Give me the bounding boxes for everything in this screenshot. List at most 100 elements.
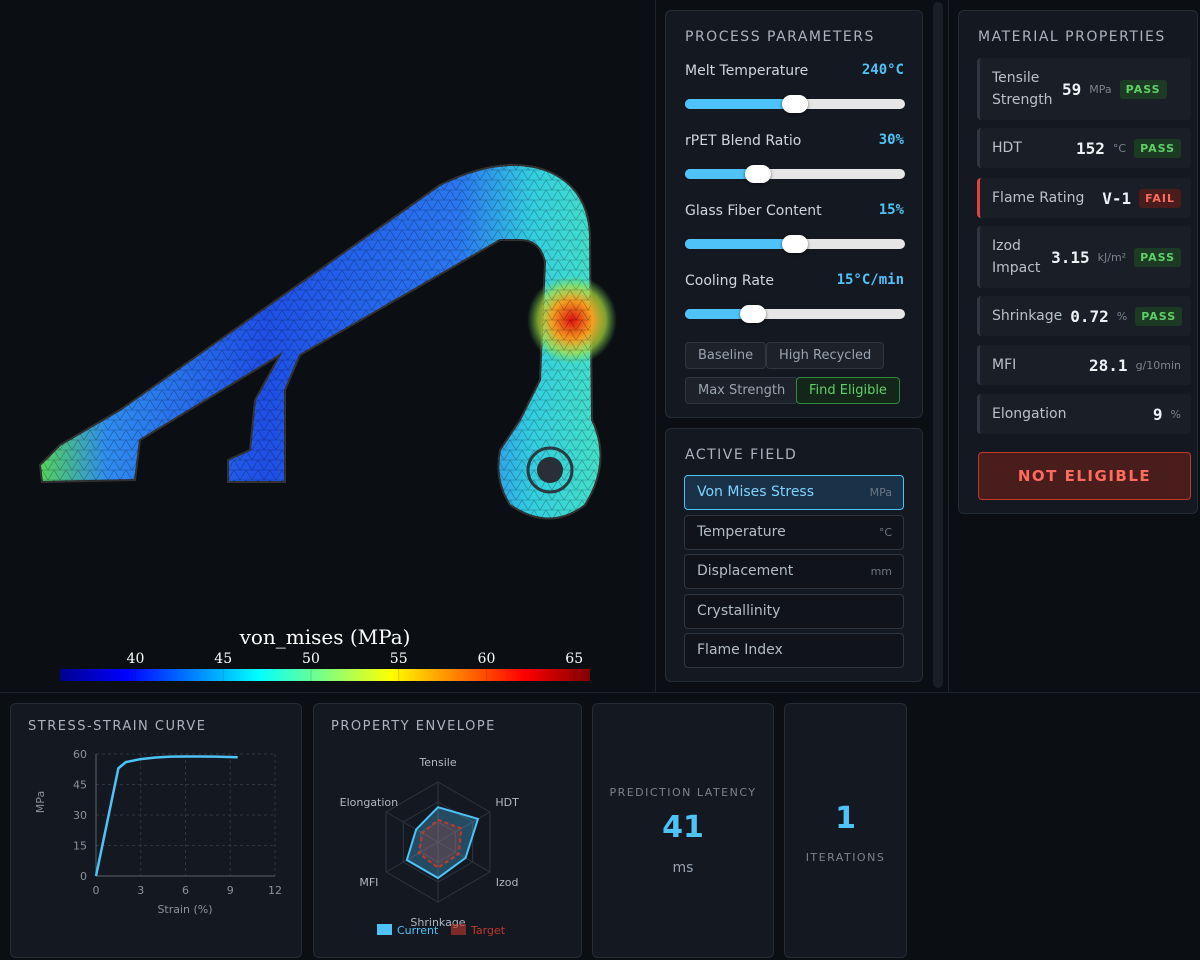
status-badge: PASS: [1134, 247, 1181, 267]
property-label: Tensile Strength: [992, 70, 1053, 108]
metric-value: 41: [662, 810, 704, 845]
card: PREDICTION LATENCY 41 ms: [592, 703, 774, 958]
slider[interactable]: [685, 235, 905, 253]
param-value: 240°C: [861, 62, 904, 78]
card: [10, 703, 302, 958]
field-option[interactable]: Von Mises Stress MPa: [684, 475, 904, 510]
property-row: Shrinkage 0.72% PASS: [977, 296, 1191, 336]
preset-button[interactable]: Baseline: [685, 342, 767, 369]
slider-thumb[interactable]: [740, 305, 767, 323]
colorbar-tick-label: 65: [565, 651, 583, 667]
slider[interactable]: [685, 95, 905, 113]
property-value: 28.1: [1089, 355, 1128, 375]
slider-fill: [685, 309, 754, 319]
slider-thumb[interactable]: [744, 165, 771, 183]
property-unit: g/10min: [1135, 358, 1181, 372]
field-unit: MPa: [869, 486, 892, 499]
slider-fill: [685, 169, 758, 179]
metric-label: PREDICTION LATENCY: [609, 786, 757, 799]
colorbar-tick-label: 60: [478, 651, 496, 667]
colorbar-tick-label: 55: [390, 651, 408, 667]
status-badge: PASS: [1119, 79, 1167, 99]
property-unit: %: [1170, 407, 1181, 421]
param-label: Glass Fiber Content: [685, 203, 822, 219]
slider-thumb[interactable]: [782, 235, 808, 253]
properties-panel: MATERIAL PROPERTIES Tensile Strength 59 MPa…: [958, 10, 1198, 514]
param-label: rPET Blend Ratio: [685, 133, 802, 149]
property-label: HDT: [992, 140, 1022, 156]
param-value: 15%: [878, 202, 904, 218]
slider[interactable]: [685, 165, 905, 183]
card-title: STRESS-STRAIN CURVE: [28, 719, 207, 734]
metric-label: ITERATIONS: [805, 851, 886, 864]
slider-fill: [685, 99, 795, 109]
property-row: Izod Impact 3.15 kJ/m² PASS: [977, 226, 1191, 288]
preset-button[interactable]: Find Eligible: [796, 377, 900, 404]
param-label: Cooling Rate: [685, 273, 774, 289]
colorbar-tick-label: 50: [302, 651, 320, 667]
status-badge: PASS: [1135, 306, 1183, 326]
scrollbar[interactable]: [933, 2, 943, 688]
verdict-button[interactable]: NOT ELIGIBLE: [978, 452, 1191, 500]
property-value: 59: [1062, 79, 1082, 99]
param-label: Melt Temperature: [685, 63, 809, 79]
panel-title: MATERIAL PROPERTIES: [978, 29, 1166, 45]
status-badge: PASS: [1134, 138, 1181, 158]
field-unit: °C: [878, 525, 892, 539]
field-panel: ACTIVE FIELD Von Mises Stress MPa Temperatu…: [665, 428, 923, 682]
card: 1 ITERATIONS: [784, 703, 907, 958]
property-row: HDT 152 °C PASS: [977, 128, 1191, 168]
panel-title: ACTIVE FIELD: [685, 447, 798, 463]
property-unit: %: [1116, 309, 1128, 323]
property-unit: MPa: [1089, 82, 1112, 96]
property-label: Shrinkage: [992, 308, 1063, 324]
field-option[interactable]: Crystallinity: [684, 593, 904, 629]
colorbar-title: von_mises (MPa): [239, 625, 411, 649]
property-value: 152: [1075, 138, 1105, 158]
property-value: 0.72: [1070, 306, 1109, 326]
card: [313, 703, 582, 958]
property-row: Tensile Strength 59 MPa PASS: [977, 58, 1191, 120]
colorbar: [60, 669, 590, 681]
slider-thumb[interactable]: [782, 95, 808, 113]
colorbar-tick-label: 45: [214, 651, 232, 667]
status-badge: FAIL: [1139, 188, 1181, 208]
field-name: Crystallinity: [697, 602, 781, 619]
property-value: V-1: [1102, 188, 1132, 208]
property-label: Flame Rating: [992, 190, 1085, 206]
process-panel: PROCESS PARAMETERS Melt Temperature 240°C r…: [665, 10, 923, 418]
property-row: Flame Rating V-1 FAIL: [977, 178, 1191, 218]
slider[interactable]: [685, 305, 905, 323]
field-name: Von Mises Stress: [697, 484, 815, 500]
property-label: Elongation: [992, 406, 1067, 422]
divider: [0, 692, 1200, 693]
field-option[interactable]: Temperature °C: [684, 514, 904, 550]
field-unit: mm: [870, 565, 892, 578]
property-label: Izod Impact: [992, 238, 1041, 276]
property-value: 3.15: [1051, 247, 1090, 267]
property-label: MFI: [992, 357, 1017, 373]
property-row: Elongation 9%: [977, 394, 1191, 434]
metric-value: 1: [835, 801, 856, 836]
property-unit: °C: [1112, 141, 1127, 155]
field-name: Flame Index: [697, 642, 783, 658]
property-row: MFI 28.1 g/10min: [977, 345, 1191, 385]
field-name: Temperature: [697, 523, 786, 540]
colorbar-tick-label: 40: [127, 651, 145, 667]
field-name: Displacement: [697, 563, 794, 579]
preset-button[interactable]: Max Strength: [685, 377, 799, 404]
divider: [655, 0, 656, 692]
param-value: 30%: [878, 132, 904, 148]
preset-button[interactable]: High Recycled: [766, 342, 885, 369]
divider: [948, 0, 949, 692]
param-value: 15°C/min: [836, 272, 904, 288]
slider-fill: [685, 239, 795, 249]
card-title: PROPERTY ENVELOPE: [331, 719, 496, 734]
metric-unit: ms: [672, 860, 694, 876]
mesh: [38, 164, 617, 520]
property-unit: kJ/m²: [1097, 250, 1127, 264]
field-option[interactable]: Flame Index: [684, 633, 904, 668]
field-option[interactable]: Displacement mm: [684, 554, 904, 589]
property-value: 9: [1152, 404, 1163, 424]
